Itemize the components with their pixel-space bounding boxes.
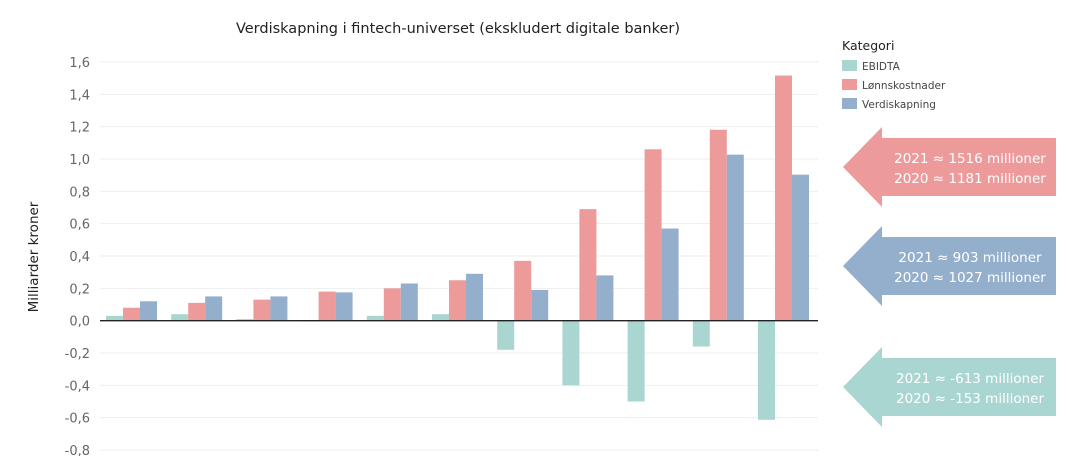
bar-ebidta (236, 319, 254, 321)
legend-label: EBIDTA (862, 61, 901, 73)
y-tick-label: -0,2 (65, 347, 90, 362)
chart-title: Verdiskapning i fintech-universet (ekskl… (236, 21, 680, 37)
bar-verdiskapning (726, 154, 744, 321)
y-tick-label: -0,6 (65, 412, 90, 427)
bar-l-nnskostnader (514, 260, 532, 321)
bar-ebidta (692, 320, 710, 347)
y-tick-label: 0,0 (69, 315, 90, 330)
bar-ebidta (106, 315, 123, 321)
bar-l-nnskostnader (123, 307, 140, 321)
annotation-text: 2020 ≈ 1181 millioner (894, 171, 1046, 187)
y-tick-label: -0,4 (65, 379, 90, 394)
bar-ebidta (627, 320, 645, 402)
y-axis-ticks: -0,8 -0,6 -0,4 -0,2 0,0 0,2 0,4 0,6 0,8 1,0 1,2 1,4… (65, 56, 90, 456)
y-tick-label: 0,6 (69, 218, 90, 233)
legend-swatch (842, 79, 857, 90)
bar-l-nnskostnader (383, 288, 401, 321)
annotation-text: 2021 ≈ 1516 millioner (894, 151, 1046, 167)
y-tick-label: 1,4 (69, 88, 90, 103)
bar-verdiskapning (140, 301, 157, 321)
bar-verdiskapning (661, 228, 679, 321)
annotation-arrow (843, 127, 1056, 207)
bar-l-nnskostnader (449, 280, 466, 321)
bar-l-nnskostnader (579, 209, 597, 321)
legend-swatch (842, 60, 857, 71)
annotation-arrow (843, 347, 1056, 427)
legend-title: Kategori (842, 38, 894, 53)
bar-verdiskapning (400, 283, 418, 321)
bar-ebidta (497, 320, 515, 350)
bar-ebidta (758, 320, 775, 420)
legend-label: Verdiskapning (862, 99, 936, 111)
bars (106, 75, 809, 420)
bar-verdiskapning (596, 275, 614, 321)
legend: Kategori EBIDTA Lønnskostnader Verdiskapni… (842, 38, 946, 111)
legend-label: Lønnskostnader (862, 80, 946, 92)
annotation-arrow (843, 226, 1056, 306)
bar-l-nnskostnader (644, 149, 662, 321)
bar-l-nnskostnader (188, 302, 206, 321)
y-tick-label: 0,2 (69, 282, 90, 297)
y-axis-label: Milliarder kroner (26, 201, 42, 312)
y-tick-label: 1,0 (69, 153, 90, 168)
bar-verdiskapning (466, 273, 483, 321)
bar-ebidta (366, 315, 384, 321)
bar-l-nnskostnader (253, 299, 271, 321)
legend-swatch (842, 98, 857, 109)
bar-l-nnskostnader (318, 291, 336, 321)
y-tick-label: 0,8 (69, 185, 90, 200)
bar-ebidta (171, 314, 189, 321)
bar-l-nnskostnader (709, 129, 727, 321)
y-tick-label: -0,8 (65, 444, 90, 456)
bar-verdiskapning (270, 296, 288, 321)
annotations: 2021 ≈ 1516 millioner 2020 ≈ 1181 million… (843, 127, 1056, 427)
bar-verdiskapning (531, 289, 549, 321)
bar-verdiskapning (335, 292, 353, 321)
y-tick-label: 0,4 (69, 250, 90, 265)
bar-l-nnskostnader (775, 75, 792, 321)
y-tick-label: 1,6 (69, 56, 90, 71)
bar-ebidta (432, 314, 449, 321)
y-tick-label: 1,2 (69, 121, 90, 136)
bar-verdiskapning (205, 296, 223, 321)
annotation-text: 2020 ≈ 1027 millioner (894, 270, 1046, 286)
annotation-text: 2021 ≈ -613 millioner (896, 371, 1044, 387)
annotation-text: 2021 ≈ 903 millioner (898, 250, 1042, 266)
bar-verdiskapning (792, 174, 809, 321)
bar-ebidta (562, 320, 580, 386)
annotation-text: 2020 ≈ -153 millioner (896, 391, 1044, 407)
